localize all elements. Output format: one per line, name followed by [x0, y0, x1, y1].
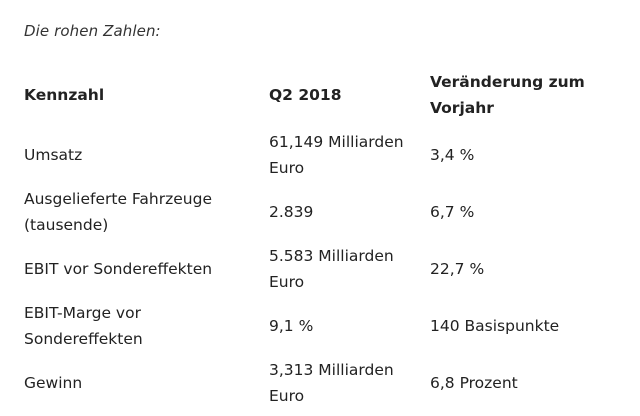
cell-kennzahl: Ausgelieferte Fahrzeuge (tausende) — [24, 189, 212, 234]
cell-kennzahl: Gewinn — [24, 374, 83, 392]
table-row: EBIT vor Sondereffekten 5.583 Milliarden… — [19, 240, 619, 297]
table-row: Gewinn 3,313 Milliarden Euro 6,8 Prozent — [19, 354, 619, 412]
cell-change: 140 Basispunkte — [430, 316, 560, 335]
cell-q2-value: 3,313 Milliarden Euro — [269, 361, 394, 405]
cell-change: 3,4 % — [430, 145, 475, 164]
header-q2-2018: Q2 2018 — [269, 86, 342, 104]
cell-kennzahl: EBIT vor Sondereffekten — [24, 259, 213, 278]
cell-change: 6,8 Prozent — [430, 374, 518, 392]
header-kennzahl: Kennzahl — [24, 86, 105, 104]
cell-change: 6,7 % — [430, 202, 475, 221]
cell-q2-value: 61,149 Milliarden Euro — [269, 132, 404, 177]
cell-q2-value: 5.583 Milliarden Euro — [269, 246, 394, 291]
header-veraenderung: Veränderung zum Vorjahr — [430, 73, 585, 117]
table-header-row: Kennzahl Q2 2018 Veränderung zum Vorjahr — [19, 64, 619, 126]
cell-change: 22,7 % — [430, 259, 485, 278]
table-row: Umsatz 61,149 Milliarden Euro 3,4 % — [19, 126, 619, 183]
cell-kennzahl: Umsatz — [24, 145, 83, 164]
table-row: EBIT-Marge vor Sondereffekten 9,1 % 140 … — [19, 297, 619, 354]
figures-table: Kennzahl Q2 2018 Veränderung zum Vorjahr… — [19, 64, 619, 412]
table-row: Ausgelieferte Fahrzeuge (tausende) 2.839… — [19, 183, 619, 240]
cell-q2-value: 2.839 — [269, 202, 314, 221]
cell-kennzahl: EBIT-Marge vor Sondereffekten — [24, 303, 143, 348]
intro-text: Die rohen Zahlen: — [24, 22, 161, 40]
cell-q2-value: 9,1 % — [269, 316, 314, 335]
